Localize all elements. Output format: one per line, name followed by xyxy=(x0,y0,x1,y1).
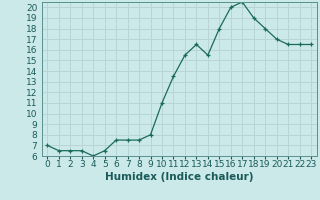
X-axis label: Humidex (Indice chaleur): Humidex (Indice chaleur) xyxy=(105,172,253,182)
